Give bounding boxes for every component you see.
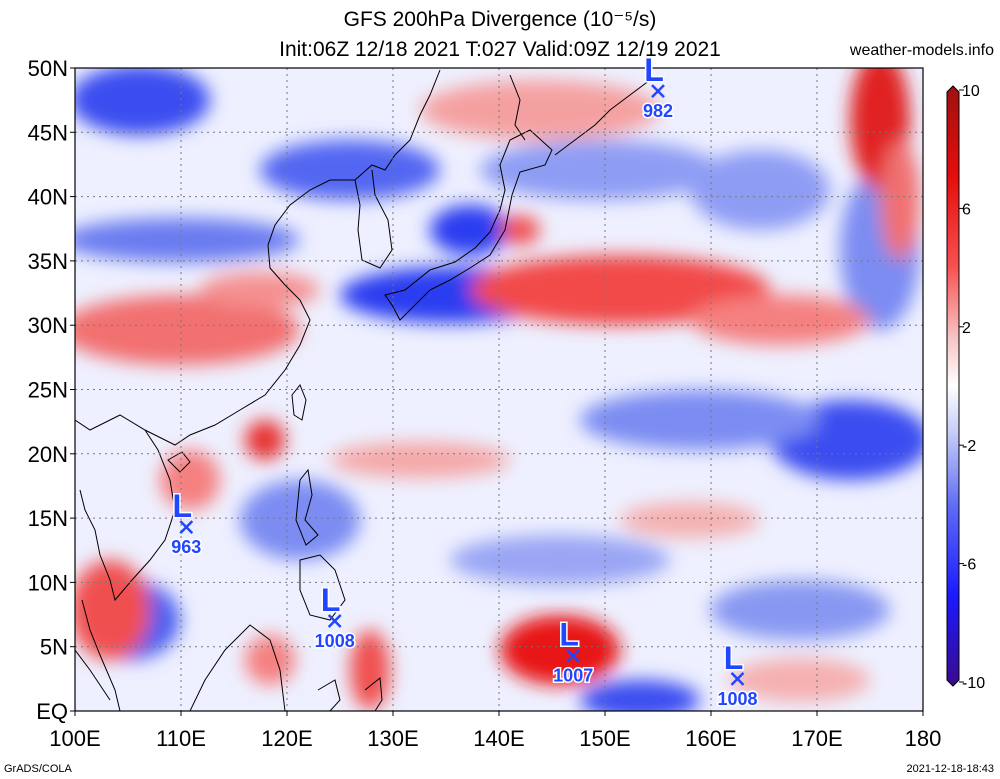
colorbar-label: 6 (962, 201, 971, 218)
colorbar-label: -2 (962, 438, 976, 455)
philippines-south (299, 554, 346, 621)
low-pressure-value: 982 (643, 101, 673, 121)
korea-coast (354, 169, 393, 269)
lon-tick-labels: 100E 110E 120E 130E 140E 150E 160E 170E 180 (49, 711, 941, 751)
hainan-coast (167, 451, 191, 473)
low-marker: L 982 (641, 51, 674, 123)
low-pressure-value: 1007 (553, 666, 593, 686)
sumatra-coast (75, 649, 111, 701)
colorbar-label: 2 (962, 320, 971, 337)
low-symbol: L (173, 488, 193, 524)
lon-tick-label: 120E (261, 726, 312, 751)
colorbar-labels: 10 6 2 -2 -6 -10 (959, 83, 985, 692)
lon-tick-label: 170E (791, 726, 842, 751)
low-symbol: L (724, 640, 744, 676)
lon-tick-label: 140E (473, 726, 524, 751)
lat-tick-label: 25N (28, 378, 68, 403)
low-center-cross (651, 84, 665, 99)
low-marker: L 1008 (313, 580, 356, 652)
lon-tick-label: 180 (905, 726, 942, 751)
taiwan-coast (291, 384, 307, 421)
kuril-islands (554, 79, 651, 156)
malay-peninsula (81, 599, 121, 711)
low-marker: L 1008 (716, 638, 759, 710)
lat-tick-label: 30N (28, 313, 68, 338)
lat-tick-label: 45N (28, 120, 68, 145)
colorbar (946, 85, 960, 687)
lon-tick-label: 150E (579, 726, 630, 751)
colorbar-label: -6 (962, 557, 976, 574)
lat-tick-label: 40N (28, 185, 68, 210)
low-center-cross (179, 520, 194, 534)
chart-title: GFS 200hPa Divergence (10⁻⁵/s) (343, 8, 657, 31)
low-center-cross (327, 614, 342, 628)
footer-timestamp: 2021-12-18-18:43 (906, 763, 994, 775)
low-pressure-value: 963 (171, 537, 201, 557)
japan-coast (384, 129, 553, 321)
colorbar-label: 10 (962, 83, 980, 100)
low-pressure-markers: L 963 L 1008 L 1007 L 1008 L 982 (170, 51, 759, 711)
low-center-cross (730, 671, 745, 686)
indochina-coast (79, 429, 176, 602)
site-label: weather-models.info (849, 42, 994, 59)
lon-tick-label: 110E (156, 726, 206, 751)
lat-tick-label: EQ (36, 699, 68, 724)
luzon-coast (295, 468, 319, 546)
divergence-field (75, 68, 923, 711)
grid-lines (75, 68, 923, 711)
lon-tick-label: 100E (49, 726, 100, 751)
low-symbol: L (644, 52, 664, 88)
coastlines (75, 69, 651, 711)
low-marker: L 963 (170, 487, 203, 559)
footer-credit: GrADS/COLA (4, 763, 72, 775)
lat-tick-label: 15N (28, 506, 68, 531)
chart-subtitle: Init:06Z 12/18 2021 T:027 Valid:09Z 12/1… (279, 38, 721, 61)
low-symbol: L (321, 582, 341, 618)
new-guinea-coast (364, 677, 383, 711)
low-center-cross (566, 648, 581, 663)
lat-tick-label: 35N (28, 249, 68, 274)
lon-tick-label: 160E (685, 726, 736, 751)
lat-tick-label: 20N (28, 442, 68, 467)
low-symbol: L (559, 617, 579, 653)
sulawesi-coast (317, 679, 341, 711)
borneo-coast (189, 624, 286, 711)
low-pressure-value: 1008 (315, 631, 355, 651)
lat-tick-labels: EQ 5N 10N 15N 20N 25N 30N 35N 40N 45N 50N (28, 56, 75, 724)
lat-tick-label: 5N (40, 635, 68, 660)
colorbar-label: -10 (962, 675, 985, 692)
lat-tick-label: 50N (28, 56, 68, 81)
low-marker: L 1007 (552, 615, 595, 687)
low-pressure-value: 1008 (717, 689, 757, 709)
lon-tick-label: 130E (367, 726, 418, 751)
asia-mainland-coast (75, 69, 441, 446)
lat-tick-label: 10N (28, 570, 68, 595)
